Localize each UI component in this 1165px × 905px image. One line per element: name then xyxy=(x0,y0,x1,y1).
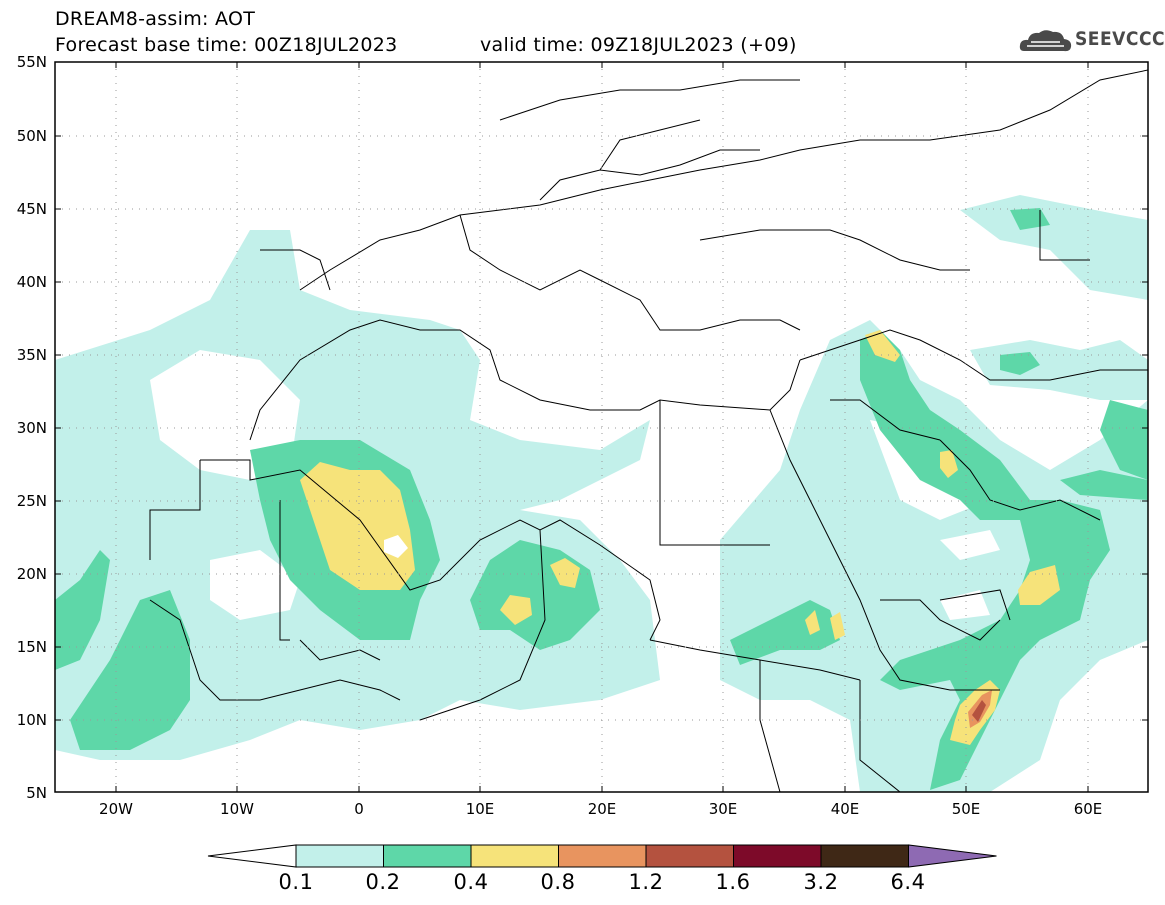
colorbar-tick-label: 1.2 xyxy=(628,870,664,894)
product-title: DREAM8-assim: AOT xyxy=(55,8,256,30)
lon-label: 50E xyxy=(951,800,981,818)
lat-label: 55N xyxy=(16,53,47,71)
lat-label: 40N xyxy=(16,273,47,291)
colorbar-tick-label: 0.8 xyxy=(540,870,576,894)
valid-time: valid time: 09Z18JUL2023 (+09) xyxy=(480,34,797,56)
colorbar-tick-label: 6.4 xyxy=(890,870,926,894)
colorbar-tick-label: 0.1 xyxy=(278,870,314,894)
cloud-icon xyxy=(1019,30,1072,52)
lon-label: 30E xyxy=(708,800,738,818)
lat-label: 50N xyxy=(16,127,47,145)
lat-label: 25N xyxy=(16,492,47,510)
lat-label: 45N xyxy=(16,200,47,218)
lon-label: 0 xyxy=(354,800,364,818)
lon-label: 40E xyxy=(830,800,860,818)
lon-label: 10W xyxy=(220,800,254,818)
colorbar-tick-label: 1.6 xyxy=(715,870,751,894)
colorbar-tick-label: 3.2 xyxy=(803,870,839,894)
colorbar-tick-label: 0.4 xyxy=(453,870,489,894)
grid-lines xyxy=(55,62,1148,792)
forecast-base-time: Forecast base time: 00Z18JUL2023 xyxy=(55,34,398,56)
lon-label: 20E xyxy=(587,800,617,818)
logo-text: SEEVCCC xyxy=(1075,28,1165,50)
colorbar-tick-label: 0.2 xyxy=(365,870,401,894)
lat-label: 15N xyxy=(16,638,47,656)
lat-label: 10N xyxy=(16,711,47,729)
lat-label: 35N xyxy=(16,346,47,364)
lat-label: 20N xyxy=(16,565,47,583)
lat-label: 30N xyxy=(16,419,47,437)
lon-label: 60E xyxy=(1073,800,1103,818)
lon-label: 20W xyxy=(99,800,133,818)
lon-label: 10E xyxy=(465,800,495,818)
lat-label: 5N xyxy=(26,784,47,802)
